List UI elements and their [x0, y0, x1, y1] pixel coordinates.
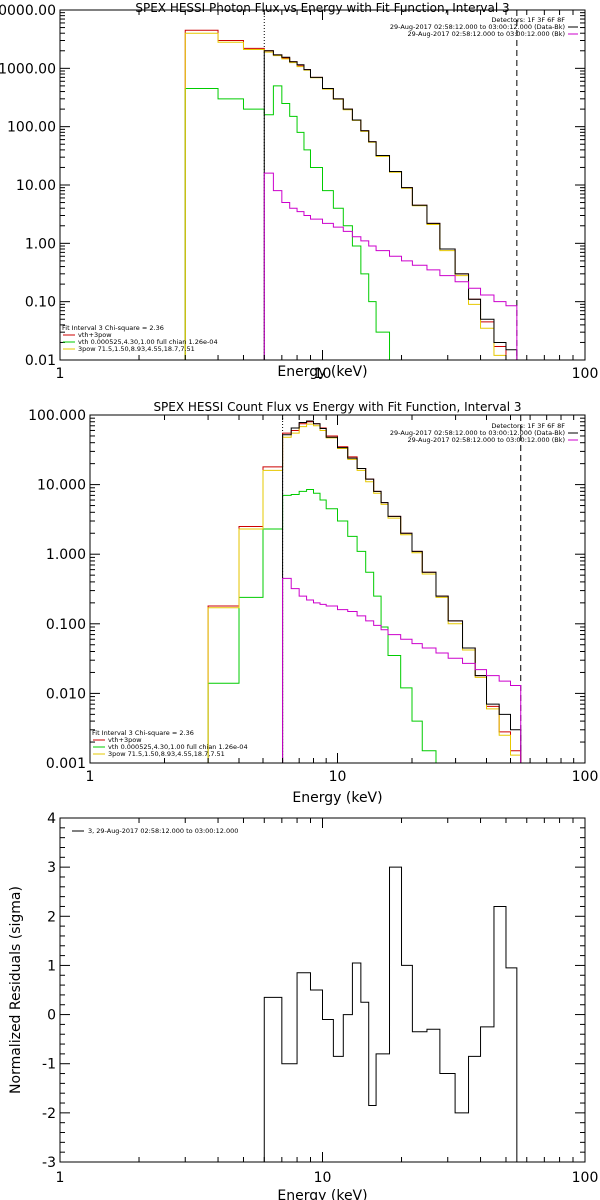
y-tick-label: 2 [47, 909, 56, 925]
chart-title: SPEX HESSI Count Flux vs Energy with Fit… [153, 400, 521, 414]
fit-legend-entry: vth 0.000525,4.30,1.00 full chian 1.26e-… [78, 338, 218, 346]
series-group [263, 866, 518, 1162]
y-tick-label: -3 [42, 1155, 56, 1171]
series-background [263, 172, 518, 360]
y-tick-label: 1000.00 [0, 61, 56, 77]
series-vth_plus_3pow [184, 29, 517, 360]
x-tick-label: 100 [572, 366, 599, 382]
fit-legend: Fit Interval 3 Chi-square = 2.36vth+3pow… [92, 729, 248, 758]
fit-legend-entry: Fit Interval 3 Chi-square = 2.36 [92, 729, 194, 737]
y-tick-label: 1.000 [46, 547, 86, 563]
fit-legend-entry: Fit Interval 3 Chi-square = 2.36 [62, 324, 164, 332]
y-tick-label: 0.01 [25, 353, 56, 369]
legend-entry: 3, 29-Aug-2017 02:58:12.000 to 03:00:12.… [88, 827, 238, 835]
series-group [207, 420, 522, 763]
fit-legend-entry: vth+3pow [108, 736, 142, 744]
series-vth_plus_3pow [207, 421, 522, 763]
y-tick-label: 0.100 [46, 617, 86, 633]
fit-legend-entry: vth+3pow [78, 331, 112, 339]
y-tick-label: 0000.00 [0, 3, 56, 19]
legend: 3, 29-Aug-2017 02:58:12.000 to 03:00:12.… [72, 827, 238, 835]
x-axis: 1 10 100 Energy (keV) [86, 415, 599, 806]
series-data [263, 866, 518, 1162]
y-tick-label: 100.00 [7, 120, 56, 136]
chart-title: SPEX HESSI Photon Flux vs Energy with Fi… [135, 1, 509, 15]
fit-legend-entry: vth 0.000525,4.30,1.00 full chian 1.26e-… [108, 743, 248, 751]
series-data [263, 50, 518, 360]
x-axis: 1 10 100 Energy (keV) [56, 818, 599, 1200]
panel-photon-flux: SPEX HESSI Photon Flux vs Energy with Fi… [0, 1, 598, 382]
x-tick-label: 100 [572, 769, 599, 785]
series-vth [207, 489, 437, 763]
y-tick-label: -2 [42, 1106, 56, 1122]
y-axis: 0.001 0.010 0.100 1.000 10.000 100.000 [28, 408, 585, 772]
x-tick-label: 1 [56, 1170, 65, 1186]
series-3pow [184, 32, 507, 360]
x-tick-label: 1 [56, 366, 65, 382]
legend-entry: 29-Aug-2017 02:58:12.000 to 03:00:12.000… [390, 429, 565, 437]
plot-frame [89, 414, 586, 764]
y-tick-label: 0.010 [46, 686, 86, 702]
panel-residuals: 1 10 100 Energy (keV) -3 -2 -1 0 1 2 3 4 Normalized … [8, 811, 598, 1200]
x-axis-title: Energy (keV) [277, 364, 367, 380]
x-tick-label: 10 [314, 366, 332, 382]
series-group [184, 29, 518, 360]
y-tick-label: 3 [47, 860, 56, 876]
series-data [282, 420, 522, 763]
y-tick-label: -1 [42, 1057, 56, 1073]
y-tick-label: 0.001 [46, 756, 86, 772]
y-tick-label: 10.00 [16, 178, 56, 194]
x-axis-title: Energy (keV) [277, 1188, 367, 1200]
fit-legend-entry: 3pow 71.5,1.50,8.93,4.55,18.7,7.51 [108, 750, 225, 758]
y-tick-label: 1 [47, 958, 56, 974]
y-axis-title: Normalized Residuals (sigma) [8, 886, 24, 1094]
legend-entry: Detectors: 1F 3F 6F 8F [491, 422, 565, 430]
x-tick-label: 100 [572, 1170, 599, 1186]
legend-entry: 29-Aug-2017 02:58:12.000 to 03:00:12.000… [390, 23, 565, 31]
y-tick-label: 0 [47, 1008, 56, 1024]
y-tick-label: 1.00 [25, 236, 56, 252]
y-tick-label: 100.000 [28, 408, 86, 424]
x-tick-label: 10 [314, 1170, 332, 1186]
legend-entry: Detectors: 1F 3F 6F 8F [491, 16, 565, 24]
panel-count-flux: SPEX HESSI Count Flux vs Energy with Fit… [28, 400, 598, 806]
y-tick-label: 0.10 [25, 295, 56, 311]
y-tick-label: 10.000 [37, 478, 86, 494]
x-tick-label: 10 [329, 769, 347, 785]
series-3pow [207, 423, 522, 763]
x-axis-title: Energy (keV) [292, 790, 382, 806]
legend-entry: 29-Aug-2017 02:58:12.000 to 03:00:12.000… [408, 30, 565, 38]
legend-entry: 29-Aug-2017 02:58:12.000 to 03:00:12.000… [408, 436, 565, 444]
series-background [282, 577, 522, 763]
fit-legend-entry: 3pow 71.5,1.50,8.93,4.55,18.7,7.51 [78, 345, 195, 353]
x-axis: 1 10 100 Energy (keV) [56, 10, 599, 382]
y-tick-label: 4 [47, 811, 56, 827]
y-axis: -3 -2 -1 0 1 2 3 4 Normalized Residuals (sigma) [8, 811, 585, 1171]
x-tick-label: 1 [86, 769, 95, 785]
fit-legend: Fit Interval 3 Chi-square = 2.36vth+3pow… [62, 324, 218, 353]
series-vth [184, 85, 391, 360]
y-axis: 0.01 0.10 1.00 10.00 100.00 1000.00 0000.00 [0, 3, 585, 369]
